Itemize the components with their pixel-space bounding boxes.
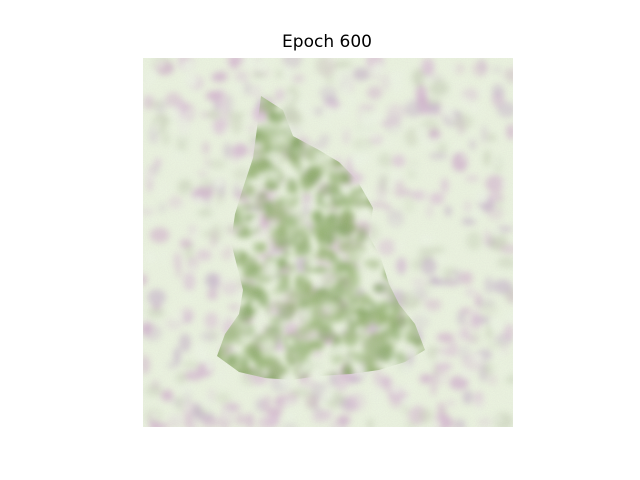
generated-image [143,58,513,427]
noise-image-canvas [143,58,513,427]
figure-title: Epoch 600 [282,32,372,52]
